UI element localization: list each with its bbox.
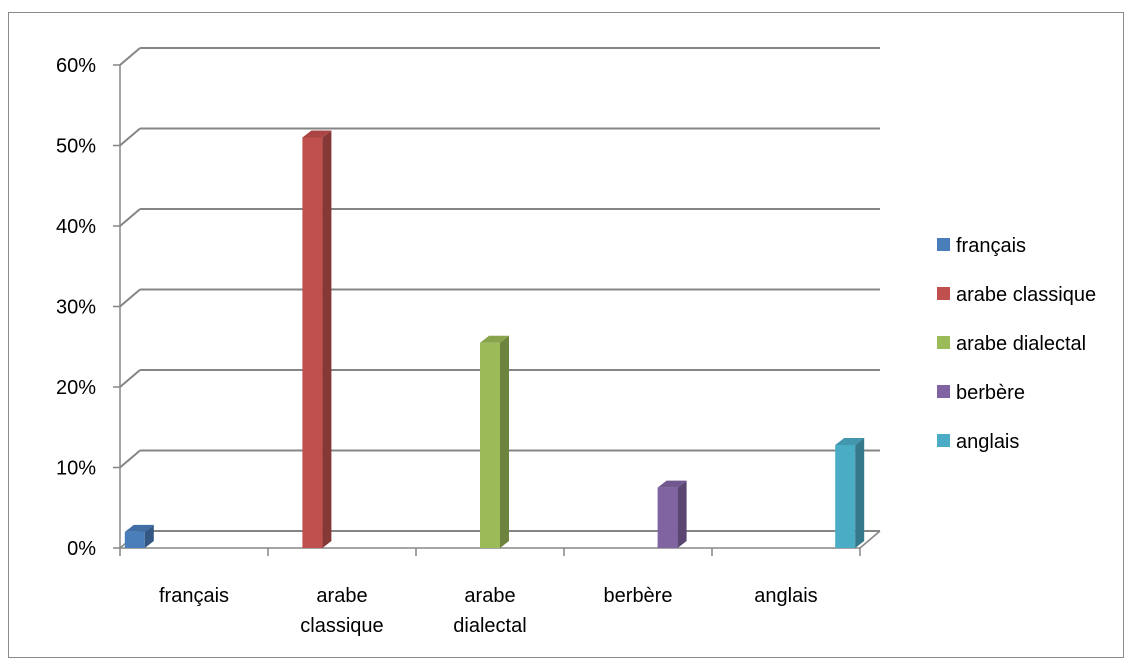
- bar-top: [835, 437, 865, 445]
- legend-label: anglais: [956, 431, 1019, 453]
- legend-label: arabe classique: [956, 284, 1096, 306]
- x-tick-label: dialectal: [453, 615, 526, 637]
- x-tick-label: berbère: [604, 585, 673, 607]
- legend-swatch: [937, 336, 950, 349]
- bar-top: [480, 335, 509, 343]
- y-tick-label: 50%: [56, 136, 96, 158]
- bar-top: [124, 524, 154, 532]
- bar-top: [657, 480, 687, 488]
- bar: [480, 335, 509, 548]
- x-tick-label: anglais: [754, 585, 817, 607]
- bar-top: [302, 130, 332, 138]
- y-tick-label: 60%: [56, 55, 96, 77]
- y-tick-label: 40%: [56, 216, 96, 238]
- legend-swatch: [937, 434, 950, 447]
- legend-swatch: [937, 238, 950, 251]
- x-tick-label: arabe: [316, 585, 367, 607]
- bar-side: [500, 335, 509, 548]
- bar: [835, 437, 865, 548]
- gridline-diagonal: [119, 449, 141, 469]
- y-tick-label: 20%: [56, 377, 96, 399]
- legend-swatch: [937, 385, 950, 398]
- bars: [124, 130, 865, 548]
- legend-label: français: [956, 235, 1026, 257]
- bar-front: [835, 444, 856, 548]
- gridline-diagonal: [119, 208, 141, 227]
- bar-side: [322, 130, 332, 548]
- legend-label: arabe dialectal: [956, 333, 1086, 355]
- legend-label: berbère: [956, 382, 1025, 404]
- y-tick-label: 10%: [56, 458, 96, 480]
- axis-labels: 0% 10% 20% 30% 40% 50% 60% français arabe classiq…: [56, 55, 818, 637]
- bar: [302, 130, 332, 548]
- bar-side: [855, 437, 865, 548]
- bar-front: [657, 487, 678, 548]
- gridline-diagonal: [119, 127, 141, 147]
- bar-side: [677, 480, 687, 548]
- bar: [124, 524, 154, 548]
- chart-frame: [8, 12, 1124, 658]
- bar-side: [144, 524, 154, 548]
- gridline-diagonal: [119, 288, 141, 308]
- y-tick-label: 0%: [67, 538, 96, 560]
- gridline-diagonal: [119, 47, 141, 66]
- x-tick-label: classique: [300, 615, 383, 637]
- legend: français arabe classique arabe dialectal be…: [937, 235, 1096, 453]
- floor-right-edge: [859, 530, 881, 549]
- y-tick-label: 30%: [56, 297, 96, 319]
- bar-front: [480, 342, 500, 548]
- legend-swatch: [937, 287, 950, 300]
- x-tick-label: arabe: [464, 585, 515, 607]
- bar: [657, 480, 687, 548]
- x-tick-label: français: [159, 585, 229, 607]
- bar-front: [124, 531, 145, 548]
- gridline-diagonal: [119, 369, 141, 388]
- bar-front: [302, 137, 323, 548]
- gridlines: [119, 47, 880, 469]
